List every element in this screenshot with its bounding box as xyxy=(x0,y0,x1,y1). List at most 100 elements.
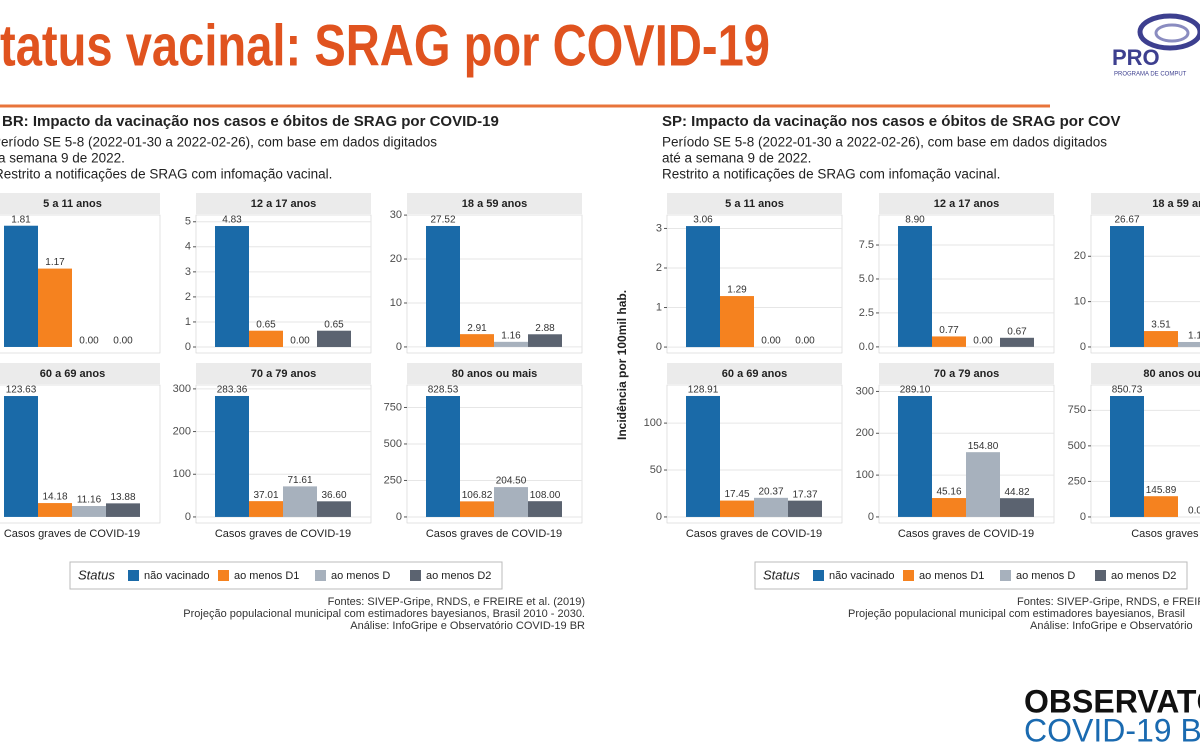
y-tick-label: 300 xyxy=(173,383,191,395)
value-label: 11.16 xyxy=(77,495,102,506)
x-tick-label: Casos graves de COVID-19 xyxy=(898,528,1034,540)
value-label: 26.67 xyxy=(1114,215,1139,226)
group-subtitle: Restrito a notificações de SRAG com info… xyxy=(662,167,1000,182)
logo-swirl xyxy=(1137,13,1200,51)
bar xyxy=(1000,498,1034,517)
legend-title: Status xyxy=(763,567,800,582)
logo-subtext: PROGRAMA DE COMPUT xyxy=(1114,72,1187,78)
y-tick-label: 30 xyxy=(390,209,402,221)
y-tick-label: 0 xyxy=(396,511,402,523)
panel-background xyxy=(1090,214,1200,354)
value-label: 0.65 xyxy=(256,319,276,330)
strip-label: 12 a 17 anos xyxy=(251,198,316,210)
x-tick-label: Casos graves de COVID-19 xyxy=(426,528,562,540)
bar xyxy=(1110,396,1144,517)
logo-bottom-line2: COVID-19 B xyxy=(1024,712,1200,748)
legend-label: ao menos D1 xyxy=(919,570,984,582)
bar xyxy=(317,501,351,517)
strip-background xyxy=(1091,363,1200,384)
y-tick-label: 0 xyxy=(396,341,402,353)
value-label: 1.81 xyxy=(11,214,31,225)
bar xyxy=(754,497,788,517)
bar xyxy=(788,500,822,517)
x-tick-label: Casos graves de C xyxy=(1131,528,1200,540)
value-label: 0.77 xyxy=(939,325,959,336)
y-tick-label: 100 xyxy=(856,469,874,481)
group-subtitle: a semana 9 de 2022. xyxy=(0,151,125,166)
bar xyxy=(317,330,351,347)
legend-label: ao menos D2 xyxy=(1111,570,1176,582)
legend-label: ao menos D xyxy=(1016,570,1075,582)
value-label: 44.82 xyxy=(1004,487,1029,498)
bar xyxy=(106,503,140,517)
strip-background xyxy=(0,193,160,214)
legend-swatch xyxy=(903,570,914,581)
value-label: 1.17 xyxy=(45,257,65,268)
source-note: Análise: InfoGripe e Observatório xyxy=(1030,620,1193,632)
source-note: Análise: InfoGripe e Observatório COVID-… xyxy=(350,620,585,632)
legend-label: não vacinado xyxy=(144,570,209,582)
strip-background xyxy=(196,193,371,214)
legend-label: não vacinado xyxy=(829,570,894,582)
strip-label: 12 a 17 anos xyxy=(934,198,999,210)
source-note: Fontes: SIVEP-Gripe, RNDS, e FREIRE xyxy=(1017,596,1200,608)
logo-bottom-line1: OBSERVATÓ xyxy=(1024,683,1200,719)
y-tick-label: 1 xyxy=(656,301,662,313)
bar xyxy=(720,296,754,348)
value-label: 0.65 xyxy=(324,319,344,330)
y-tick-label: 0 xyxy=(1080,341,1086,353)
legend-box xyxy=(69,561,503,590)
bar xyxy=(249,501,283,517)
y-tick-label: 50 xyxy=(650,464,662,476)
value-label: 17.37 xyxy=(792,489,817,500)
bar xyxy=(966,452,1000,517)
bar xyxy=(72,506,106,517)
value-label: 2.88 xyxy=(535,323,555,334)
strip-background xyxy=(879,363,1054,384)
value-label: 108.00 xyxy=(530,490,561,501)
bar xyxy=(249,330,283,347)
strip-label: 18 a 59 an xyxy=(1152,198,1200,210)
bar xyxy=(932,498,966,517)
y-tick-label: 3 xyxy=(656,222,662,234)
value-label: 204.50 xyxy=(496,476,527,487)
value-label: 14.18 xyxy=(42,492,67,503)
legend-swatch xyxy=(813,570,824,581)
y-tick-label: 750 xyxy=(1068,404,1086,416)
y-tick-label: 0 xyxy=(656,341,662,353)
y-tick-label: 7.5 xyxy=(859,239,874,251)
strip-background xyxy=(667,193,842,214)
value-label: 8.90 xyxy=(905,215,925,226)
strip-label: 80 anos ou m xyxy=(1143,368,1200,380)
strip-label: 18 a 59 anos xyxy=(462,198,527,210)
value-label: 37.01 xyxy=(253,490,278,501)
y-tick-label: 0 xyxy=(1080,511,1086,523)
bar xyxy=(1178,341,1200,347)
value-label: 145.89 xyxy=(1146,485,1177,496)
value-label: 850.73 xyxy=(1112,385,1143,396)
bar xyxy=(494,487,528,517)
strip-label: 70 a 79 anos xyxy=(251,368,316,380)
bar xyxy=(426,225,460,347)
bar xyxy=(38,503,72,517)
legend-label: ao menos D1 xyxy=(234,570,299,582)
bar xyxy=(460,334,494,347)
bar xyxy=(932,336,966,347)
value-label: 13.88 xyxy=(110,492,135,503)
strip-background xyxy=(667,363,842,384)
value-label: 0.00 xyxy=(290,336,310,347)
strip-background xyxy=(1091,193,1200,214)
bar xyxy=(460,501,494,517)
y-tick-label: 0 xyxy=(185,511,191,523)
strip-background xyxy=(407,193,582,214)
value-label: 123.63 xyxy=(6,385,37,396)
value-label: 128.91 xyxy=(688,385,719,396)
value-label: 0.0 xyxy=(1188,506,1200,517)
strip-background xyxy=(0,363,160,384)
value-label: 3.06 xyxy=(693,215,713,226)
bar xyxy=(1000,337,1034,347)
group-subtitle: até a semana 9 de 2022. xyxy=(662,151,811,166)
value-label: 1.1 xyxy=(1188,331,1200,342)
bar xyxy=(4,396,38,517)
x-tick-label: Casos graves de COVID-19 xyxy=(4,528,140,540)
